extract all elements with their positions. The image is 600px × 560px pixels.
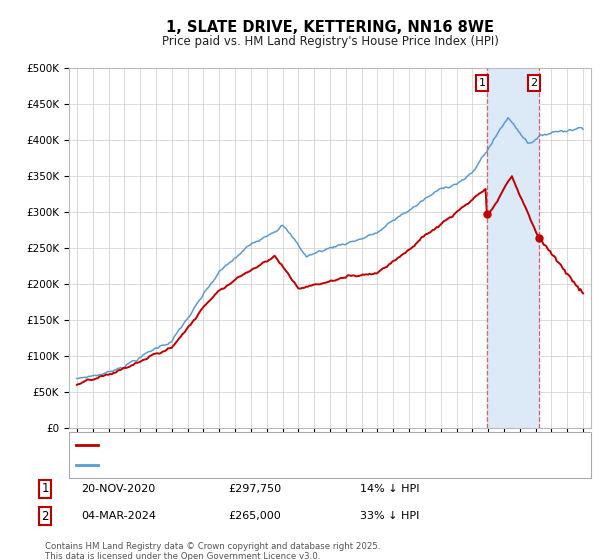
Text: 33% ↓ HPI: 33% ↓ HPI xyxy=(360,511,419,521)
Text: 2: 2 xyxy=(530,78,538,88)
Text: 20-NOV-2020: 20-NOV-2020 xyxy=(81,484,155,494)
Bar xyxy=(487,68,539,428)
Text: 04-MAR-2024: 04-MAR-2024 xyxy=(81,511,156,521)
Text: £265,000: £265,000 xyxy=(228,511,281,521)
Text: 2: 2 xyxy=(41,510,49,523)
Text: 14% ↓ HPI: 14% ↓ HPI xyxy=(360,484,419,494)
Text: Price paid vs. HM Land Registry's House Price Index (HPI): Price paid vs. HM Land Registry's House … xyxy=(161,35,499,48)
Text: 1, SLATE DRIVE, KETTERING, NN16 8WE (detached house): 1, SLATE DRIVE, KETTERING, NN16 8WE (det… xyxy=(102,440,391,450)
Text: Contains HM Land Registry data © Crown copyright and database right 2025.
This d: Contains HM Land Registry data © Crown c… xyxy=(45,542,380,560)
Text: 1, SLATE DRIVE, KETTERING, NN16 8WE: 1, SLATE DRIVE, KETTERING, NN16 8WE xyxy=(166,20,494,35)
Text: 1: 1 xyxy=(41,482,49,496)
Text: £297,750: £297,750 xyxy=(228,484,281,494)
Text: 1: 1 xyxy=(478,78,485,88)
Text: HPI: Average price, detached house, North Northamptonshire: HPI: Average price, detached house, Nort… xyxy=(102,460,408,470)
